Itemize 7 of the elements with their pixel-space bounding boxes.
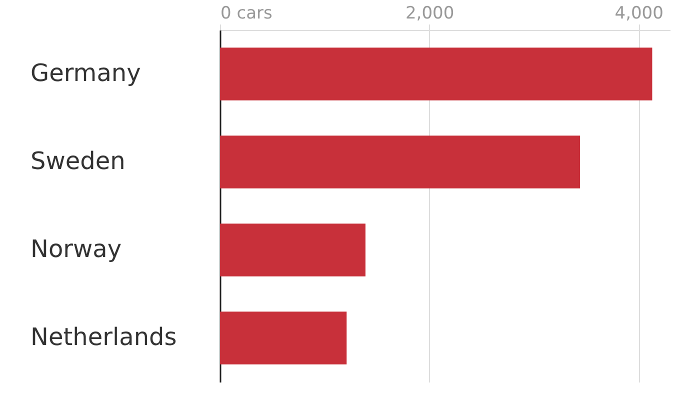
x-tick-label: 2,000	[405, 4, 454, 24]
y-tick-label: Netherlands	[30, 323, 177, 351]
y-tick-label: Germany	[30, 59, 141, 87]
y-tick-label: Sweden	[30, 147, 126, 175]
x-tick-label: 0 cars	[220, 4, 272, 24]
y-tick-label: Norway	[30, 235, 122, 263]
x-tick-label: 4,000	[614, 4, 664, 24]
